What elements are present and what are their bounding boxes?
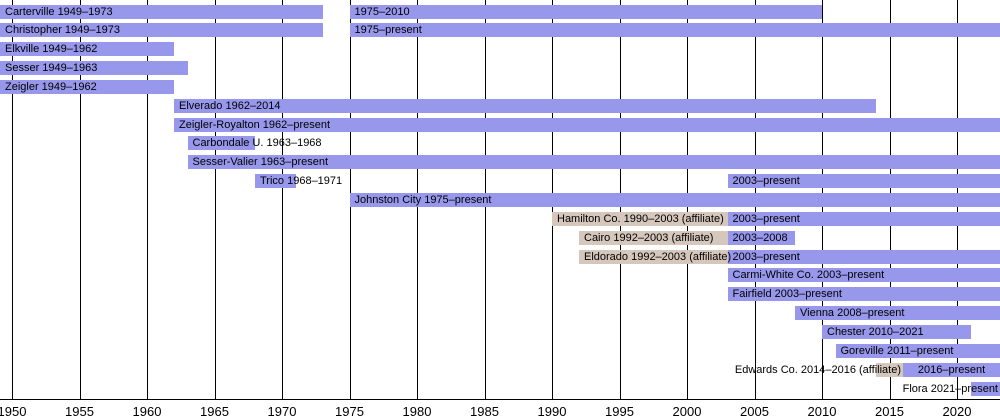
timeline-bar-member [174,98,876,113]
timeline-bar-member [727,287,1000,302]
bar-label: Fairfield 2003–present [732,288,842,301]
timeline-bar-member [822,324,971,339]
bar-label: 1975–present [354,24,422,37]
axis-tick-label: 2020 [942,404,972,419]
axis-tick-label: 2010 [807,404,837,419]
bar-label: 2003–present [732,250,800,263]
axis-tick-label: 1950 [0,404,27,419]
timeline-bar-member [0,4,323,19]
axis-tick-label: 1975 [335,404,364,419]
axis-tick-label: 1970 [267,404,297,419]
axis-tick-label: 1995 [605,404,634,419]
axis-tick-label: 1990 [537,404,567,419]
timeline-bar-member [727,211,1000,226]
bar-label: Hamilton Co. 1990–2003 (affiliate) [557,212,724,225]
timeline-bar-member [727,249,1000,264]
bar-label: 2003–present [732,175,800,188]
bar-label: Carterville 1949–1973 [5,5,113,18]
timeline-bar-member [0,23,323,38]
timeline-bar-member [174,117,1000,132]
bar-label: Eldorado 1992–2003 (affiliate) [584,250,732,263]
timeline-bar-member [187,155,1000,170]
axis-tick-label: 2015 [875,404,904,419]
timeline-bar-member [0,61,188,76]
gridline [79,0,81,399]
timeline-bar-member [795,306,1000,321]
timeline-bar-member [727,174,1000,189]
gridline [282,0,283,399]
timeline-bar-member [0,42,174,57]
bar-label: 2016–present [917,363,986,376]
bar-label: 2003–2008 [732,231,788,244]
bar-label: Zeigler-Royalton 1962–present [179,118,331,131]
bar-label: Elverado 1962–2014 [179,99,281,112]
axis-tick-label: 2000 [672,404,702,419]
x-axis-line [0,398,1000,400]
bar-label: Cairo 1992–2003 (affiliate) [584,231,714,244]
bar-label: Christopher 1949–1973 [5,24,120,37]
timeline-bar-member [835,343,1000,358]
axis-tick-label: 1955 [65,404,94,419]
timeline-bar-member [727,268,1000,283]
timeline-bar-member [970,381,1000,396]
bar-label: Sesser 1949–1963 [5,62,98,75]
bar-label: Sesser-Valier 1963–present [192,156,329,169]
bar-label: Zeigler 1949–1962 [5,80,97,93]
timeline-bar-affiliate [579,230,728,245]
timeline-bar-member [0,79,174,94]
timeline-bar-affiliate [552,211,728,226]
bar-label: 2003–present [732,212,800,225]
gridline [214,0,216,399]
timeline-bar-member [903,362,1000,377]
bar-label: 1975–2010 [354,5,410,18]
bar-label: Elkville 1949–1962 [5,43,98,56]
timeline-bar-affiliate [579,249,728,264]
timeline-bar-member [727,230,795,245]
bar-label: Edwards Co. 2014–2016 (affiliate) [734,363,901,376]
timeline-bar-member [349,23,1000,38]
timeline-bar-affiliate [876,362,903,377]
bar-label: Carbondale U. 1963–1968 [192,137,322,150]
axis-tick-label: 1965 [200,404,229,419]
axis-tick-label: 1980 [402,404,432,419]
bar-label: Chester 2010–2021 [827,325,924,338]
bar-label: Goreville 2011–present [840,344,954,357]
bar-label: Carmi-White Co. 2003–present [732,269,885,282]
axis-tick-label: 1985 [470,404,499,419]
bar-label: Flora 2021–present [902,382,998,395]
axis-tick-label: 1960 [132,404,162,419]
bar-label: Johnston City 1975–present [354,194,492,206]
timeline-bar-member [187,136,255,151]
gridline [12,0,13,399]
timeline-bar-member [349,193,1000,207]
timeline-bar-member [255,174,296,189]
timeline-bar-member [349,4,822,19]
axis-tick-label: 2005 [740,404,769,419]
bar-label: Vienna 2008–present [800,307,905,320]
bar-label: Trico 1968–1971 [260,175,343,188]
gridline [147,0,148,399]
